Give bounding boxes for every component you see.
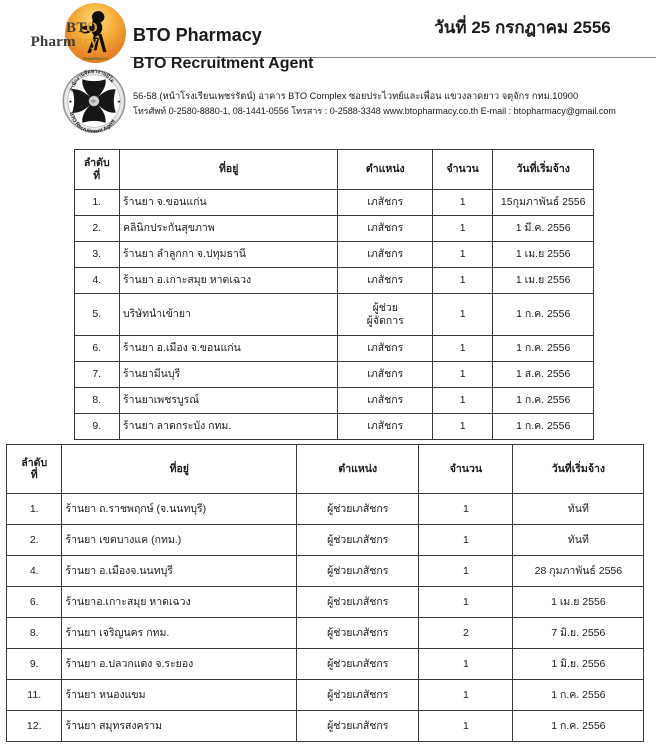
- svg-text:★: ★: [117, 99, 121, 104]
- svg-text:★: ★: [68, 99, 72, 104]
